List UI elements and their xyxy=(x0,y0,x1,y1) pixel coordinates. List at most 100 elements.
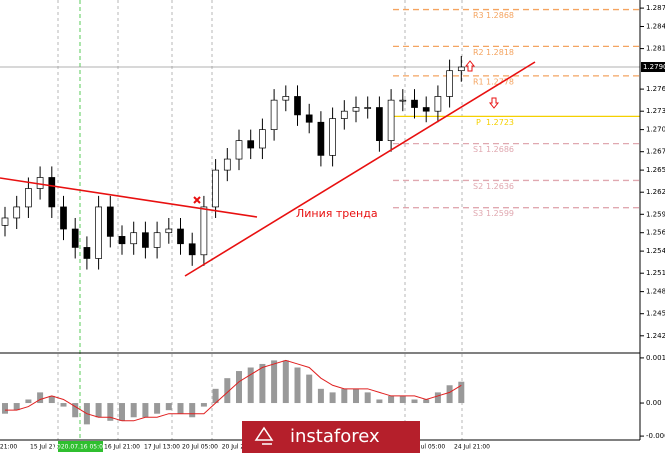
histogram-bar xyxy=(212,388,219,404)
candle-body xyxy=(411,99,418,108)
histogram-bar xyxy=(107,403,114,421)
histogram-bar xyxy=(224,378,231,404)
histogram-bar xyxy=(247,367,254,404)
x-tick-label: 20 Jul 2 xyxy=(222,444,245,451)
macd-panel: 0.00127 0.00 -0.00093 xyxy=(2,354,665,440)
candle-body xyxy=(165,228,173,234)
y-tick-label: 1.2620 xyxy=(646,188,665,196)
candle-body xyxy=(188,243,196,256)
candle-body xyxy=(317,121,325,156)
histogram-bar xyxy=(446,385,453,404)
candle-body xyxy=(83,247,91,259)
candle-body xyxy=(352,107,360,112)
y-tick-label: 0.00127 xyxy=(646,354,665,362)
candle-body xyxy=(376,107,383,142)
candle-body xyxy=(71,228,79,248)
y-tick-label: 1.2760 xyxy=(646,85,665,93)
candle-body xyxy=(270,99,278,130)
candle-body xyxy=(399,99,407,102)
y-tick-label: 0.00 xyxy=(646,399,662,407)
down-arrow xyxy=(488,97,500,109)
y-tick-label: 1.2590 xyxy=(646,210,665,218)
x-tick-label: 20 Jul 05:00 xyxy=(182,444,218,451)
signal-line xyxy=(5,359,462,422)
candle-body xyxy=(305,114,313,123)
level-value: 1.2818 xyxy=(486,48,514,57)
histogram-bar xyxy=(399,395,406,404)
candle-body xyxy=(364,107,372,109)
watermark-text: instaforex xyxy=(290,426,380,447)
histogram-bar xyxy=(271,360,278,404)
candle-body xyxy=(434,96,442,112)
histogram-bar xyxy=(2,403,8,414)
y-tick-label: 1.2815 xyxy=(646,45,665,53)
y-tick-label: 1.2540 xyxy=(646,247,665,255)
histogram-bar xyxy=(177,403,184,414)
y-tick-label: -0.00093 xyxy=(646,432,665,440)
candle-body xyxy=(282,96,290,101)
candle-body xyxy=(60,206,67,230)
histogram-bar xyxy=(434,392,441,404)
level-name: S1 xyxy=(473,145,483,154)
y-tick-label: 1.2425 xyxy=(646,332,665,340)
candle-body xyxy=(223,158,231,171)
candle-body xyxy=(247,140,255,149)
histogram-bar xyxy=(317,388,324,404)
candle-body xyxy=(235,140,243,160)
y-tick-label: 1.2845 xyxy=(646,23,665,31)
up-trend-line xyxy=(184,61,536,277)
histogram-bar xyxy=(282,360,289,404)
candle-body xyxy=(294,96,301,116)
candle-body xyxy=(259,129,266,149)
candle-body xyxy=(387,99,395,142)
candle-body xyxy=(446,70,453,97)
candle-body xyxy=(153,232,161,248)
level-name: S3 xyxy=(473,209,483,218)
histogram-bar xyxy=(60,403,67,407)
y-tick-label: 1.2485 xyxy=(646,288,665,296)
trend-label: Линия тренда xyxy=(296,207,378,220)
level-value: 1.2686 xyxy=(486,145,514,154)
y-tick-label: 1.2675 xyxy=(646,148,665,156)
x-tick-label: 15 Jul 21:00 xyxy=(30,444,66,451)
histogram-bar xyxy=(364,392,371,404)
histogram-bar xyxy=(294,367,301,404)
level-value: 1.2868 xyxy=(486,11,514,20)
up-arrow xyxy=(464,60,476,72)
y-tick-label: 1.2870 xyxy=(646,4,665,12)
x-tick-label: 2020.07.16 05:00 xyxy=(53,444,107,451)
level-value: 1.2599 xyxy=(486,209,514,218)
y-tick-label: 1.2705 xyxy=(646,126,665,134)
candle-body xyxy=(106,206,114,237)
histogram-bar xyxy=(130,403,137,418)
candle-body xyxy=(329,118,336,156)
level-value: 1.2636 xyxy=(486,182,514,191)
candle-body xyxy=(142,232,149,248)
histogram-bar xyxy=(119,403,125,421)
x-tick-label: 24 Jul 21:00 xyxy=(454,444,490,451)
down-trend-line xyxy=(0,177,258,218)
candle-body xyxy=(1,217,9,226)
x-label-highlight xyxy=(58,441,103,452)
histogram-bar xyxy=(25,399,32,404)
level-name: R2 xyxy=(473,48,484,57)
histogram-bar xyxy=(341,388,348,404)
break-mark xyxy=(193,196,201,204)
histogram-bar xyxy=(411,399,418,404)
histogram-bar xyxy=(142,403,149,418)
current-price-box xyxy=(641,62,665,73)
candle-body xyxy=(25,188,32,208)
watermark-box xyxy=(242,421,420,453)
y-tick-label: 1.2650 xyxy=(646,166,665,174)
histogram-bar xyxy=(13,403,20,411)
x-tick-label: 17 Jul 13:00 xyxy=(144,444,180,451)
histogram-bar xyxy=(37,392,44,404)
histogram-bar xyxy=(189,403,196,418)
vertical-grid xyxy=(57,0,463,440)
x-tick-label: Jul 21:00 xyxy=(0,444,17,451)
histogram-bar xyxy=(353,388,359,404)
watermark-logo xyxy=(254,426,274,445)
candle-body xyxy=(340,110,348,119)
x-tick-label: 16 Jul 21:00 xyxy=(104,444,140,451)
